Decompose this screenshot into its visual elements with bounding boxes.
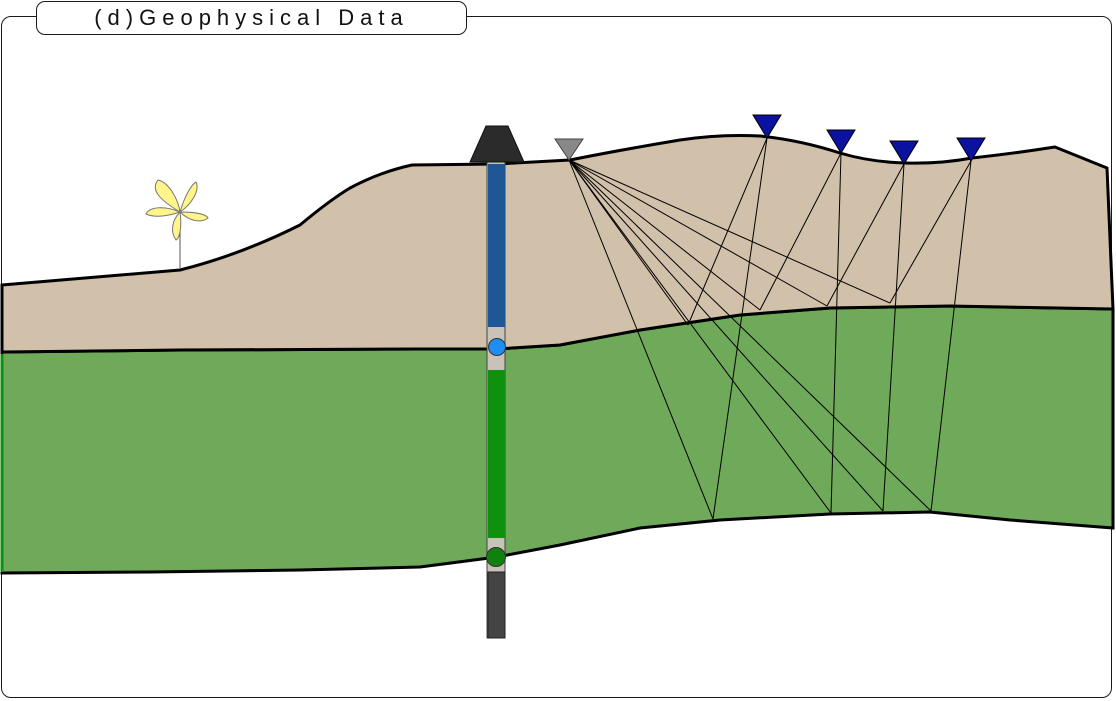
casing-bottom-section: [487, 571, 506, 639]
ray-path: [759, 152, 842, 311]
ray-path: [568, 159, 714, 520]
ray-path: [889, 160, 972, 304]
ray-path: [568, 159, 932, 512]
geophone-icon: [826, 129, 856, 154]
wind-turbine-icon: [145, 179, 209, 268]
ray-path: [568, 159, 761, 311]
casing-upper-section: [488, 164, 505, 327]
ray-path: [687, 137, 768, 326]
ray-path: [712, 137, 768, 520]
seismic-source-icon: [554, 138, 584, 161]
ray-path: [930, 160, 972, 512]
ray-path: [568, 159, 884, 512]
drill-rig-icon: [469, 125, 525, 163]
geophone-icon: [889, 140, 919, 165]
panel-title-tab: (d)Geophysical Data: [36, 1, 467, 35]
casing-lower-section: [488, 370, 505, 538]
ray-path: [830, 152, 842, 514]
ray-path: [826, 163, 905, 307]
sensor-marker-upper: [488, 338, 506, 356]
ray-path: [882, 163, 905, 512]
ray-path: [568, 159, 891, 304]
panel-title: (d)Geophysical Data: [94, 5, 409, 30]
borehole: [486, 161, 506, 639]
ray-path: [568, 159, 828, 307]
ray-path: [568, 159, 832, 514]
sensor-marker-lower: [486, 547, 506, 567]
seismic-ray-paths: [568, 137, 972, 520]
geophone-icon: [956, 137, 986, 162]
upper-geologic-layer: [0, 134, 1115, 354]
geophone-icon: [752, 114, 782, 139]
